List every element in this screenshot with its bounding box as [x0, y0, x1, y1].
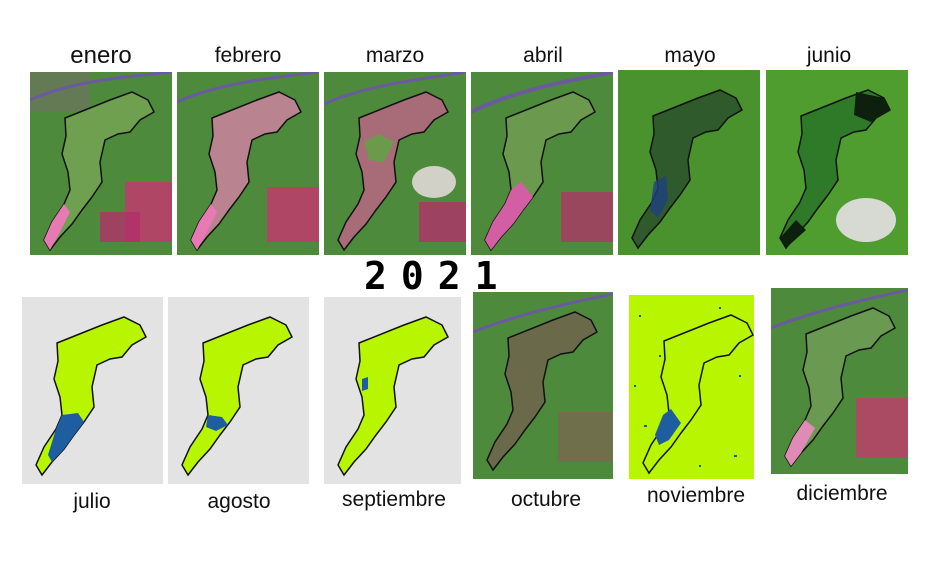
satellite-image-marzo: [324, 72, 466, 255]
month-label-junio: junio: [806, 44, 852, 67]
satellite-image-abril: [471, 72, 613, 255]
month-label-octubre: octubre: [510, 488, 582, 511]
month-label-agosto: agosto: [207, 490, 271, 513]
water-mask-noviembre: [629, 295, 754, 479]
month-label-noviembre: noviembre: [646, 484, 746, 507]
month-label-julio: julio: [73, 490, 111, 513]
month-label-diciembre: diciembre: [796, 482, 888, 505]
year-title: 2021: [364, 254, 512, 298]
satellite-image-diciembre: [771, 288, 908, 474]
satellite-image-enero: [30, 72, 172, 255]
month-label-mayo: mayo: [664, 44, 716, 67]
water-mask-septiembre: [324, 297, 461, 484]
month-label-enero: enero: [70, 42, 132, 69]
month-label-febrero: febrero: [214, 44, 282, 67]
water-mask-agosto: [168, 297, 309, 484]
satellite-image-octubre: [473, 292, 613, 479]
satellite-image-junio: [766, 70, 908, 255]
month-label-septiembre: septiembre: [342, 488, 446, 511]
satellite-image-febrero: [177, 72, 319, 255]
water-mask-julio: [22, 297, 163, 484]
month-label-marzo: marzo: [365, 44, 425, 67]
month-label-abril: abril: [523, 44, 563, 67]
satellite-image-mayo: [618, 70, 760, 255]
